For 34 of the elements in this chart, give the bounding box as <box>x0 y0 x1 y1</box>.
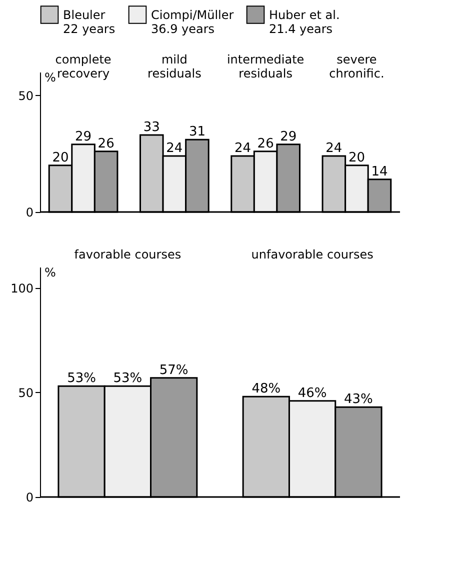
data-label: 26 <box>98 136 114 152</box>
data-label: 43% <box>344 392 373 408</box>
data-label: 46% <box>298 386 327 401</box>
y-axis-title: % <box>44 266 56 280</box>
x-tick-label: severe chronific. <box>329 52 384 80</box>
y-tick-label: 0 <box>26 206 34 220</box>
y-tick-label: 50 <box>18 386 34 400</box>
data-label: 26 <box>257 136 274 152</box>
y-tick-label: 50 <box>18 88 34 103</box>
data-label: 20 <box>52 150 69 166</box>
data-label: 24 <box>166 141 183 156</box>
x-tick-label: unfavorable courses <box>251 248 374 262</box>
data-label: 53% <box>67 371 96 386</box>
data-label: 29 <box>280 129 297 144</box>
x-tick-label: mild residuals <box>148 52 202 80</box>
data-label: 29 <box>75 129 92 144</box>
x-tick-label: intermediate residuals <box>226 52 304 80</box>
legend-label: Bleuler 22 years <box>63 8 116 36</box>
data-label: 24 <box>234 141 252 156</box>
x-tick-label: complete recovery <box>55 52 112 80</box>
data-label: 31 <box>188 124 206 140</box>
y-tick-label: 100 <box>10 281 34 296</box>
x-tick-label: favorable courses <box>74 248 182 262</box>
y-axis-title: % <box>44 70 56 84</box>
data-label: 57% <box>159 362 188 378</box>
data-label: 33 <box>143 120 160 135</box>
y-tick-label: 0 <box>26 490 34 504</box>
data-label: 53% <box>113 371 142 386</box>
data-label: 48% <box>252 382 281 397</box>
legend-label: Ciompi/Müller 36.9 years <box>151 8 234 36</box>
legend-label: Huber et al. 21.4 years <box>269 8 340 36</box>
data-label: 24 <box>326 141 342 156</box>
data-label: 14 <box>371 164 388 180</box>
data-label: 20 <box>348 150 365 166</box>
